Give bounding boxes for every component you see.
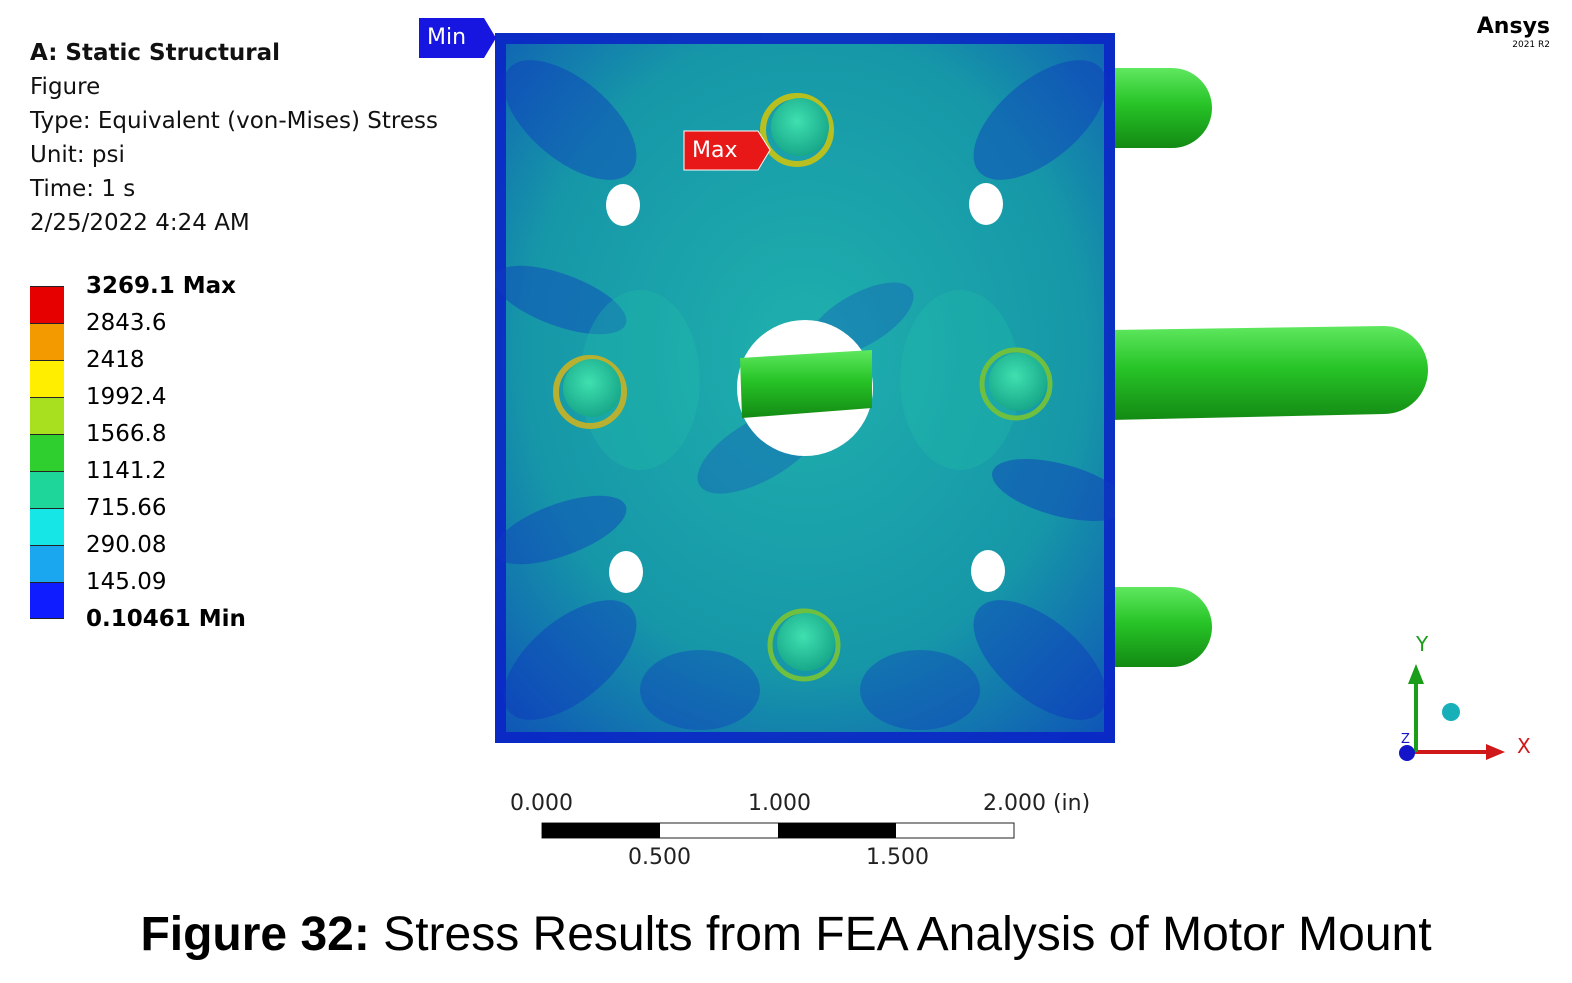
legend-swatch xyxy=(30,360,64,397)
legend-swatch xyxy=(30,286,64,323)
center-hole xyxy=(737,320,873,456)
legend-row: 1992.4 xyxy=(30,384,330,434)
legend-label: 1992.4 xyxy=(86,384,167,410)
result-type: Type: Equivalent (von-Mises) Stress xyxy=(30,108,438,134)
motor-mount-plate xyxy=(495,33,1115,743)
scale-label-1: 1.000 xyxy=(748,791,811,816)
legend-label: 715.66 xyxy=(86,495,167,521)
max-marker-label: Max xyxy=(692,138,738,163)
legend-row: 2418 xyxy=(30,347,330,397)
min-marker-label: Min xyxy=(427,25,467,50)
mount-hole xyxy=(606,184,640,226)
legend-label: 0.10461 Min xyxy=(86,606,246,632)
result-info: A: Static Structural Figure Type: Equiva… xyxy=(30,36,438,240)
legend-label: 2843.6 xyxy=(86,310,167,336)
legend-label: 3269.1 Max xyxy=(86,273,237,299)
shaft-bottom xyxy=(1110,587,1212,667)
axis-triad xyxy=(1399,664,1505,761)
legend-label: 1566.8 xyxy=(86,421,167,447)
legend-label: 1141.2 xyxy=(86,458,167,484)
legend-swatch xyxy=(30,434,64,471)
min-marker-shape xyxy=(419,18,496,58)
axis-y-label: Y xyxy=(1416,632,1429,656)
legend-row: 0.10461 Min xyxy=(30,606,330,656)
legend-row: 2843.6 xyxy=(30,310,330,360)
figure-label: Figure xyxy=(30,74,101,100)
legend-swatch xyxy=(30,397,64,434)
result-unit: Unit: psi xyxy=(30,142,125,168)
legend-swatch xyxy=(30,582,64,619)
bolt-heads xyxy=(553,93,1053,682)
figure-caption: Figure 32: Stress Results from FEA Analy… xyxy=(0,905,1572,965)
scale-label-2: 2.000 (in) xyxy=(983,791,1091,816)
max-marker-shape xyxy=(683,130,771,171)
legend-row: 1566.8 xyxy=(30,421,330,471)
axis-z-label: Z xyxy=(1401,732,1410,747)
legend-swatch xyxy=(30,323,64,360)
legend-row: 290.08 xyxy=(30,532,330,582)
motor-shafts xyxy=(1110,68,1428,667)
legend-swatch xyxy=(30,471,64,508)
scale-label-1-5: 1.500 xyxy=(866,845,929,870)
legend-row: 3269.1 Max xyxy=(30,273,330,323)
result-timestamp: 2/25/2022 4:24 AM xyxy=(30,210,250,236)
mount-hole xyxy=(969,183,1003,225)
mount-hole xyxy=(609,551,643,593)
analysis-title: A: Static Structural xyxy=(30,40,281,66)
legend-swatch xyxy=(30,545,64,582)
brand-version: 2021 R2 xyxy=(1512,40,1550,50)
ansys-brand: Ansys 2021 R2 xyxy=(1477,14,1550,50)
caption-label: Figure 32: xyxy=(140,908,370,961)
caption-text: Stress Results from FEA Analysis of Moto… xyxy=(369,908,1432,961)
scale-bar xyxy=(541,822,1015,839)
shaft-top xyxy=(1110,68,1212,148)
legend-label: 2418 xyxy=(86,347,145,373)
brand-name: Ansys xyxy=(1476,14,1550,39)
legend-label: 145.09 xyxy=(86,569,167,595)
legend-row: 1141.2 xyxy=(30,458,330,508)
axis-x-label: X xyxy=(1517,734,1531,758)
legend-row: 715.66 xyxy=(30,495,330,545)
mount-hole xyxy=(971,550,1005,592)
scale-label-0-5: 0.500 xyxy=(628,845,691,870)
result-time: Time: 1 s xyxy=(30,176,136,202)
scale-label-0: 0.000 xyxy=(510,791,573,816)
legend-label: 290.08 xyxy=(86,532,167,558)
legend-swatch xyxy=(30,508,64,545)
legend-row: 145.09 xyxy=(30,569,330,619)
shaft-middle xyxy=(1110,326,1428,420)
